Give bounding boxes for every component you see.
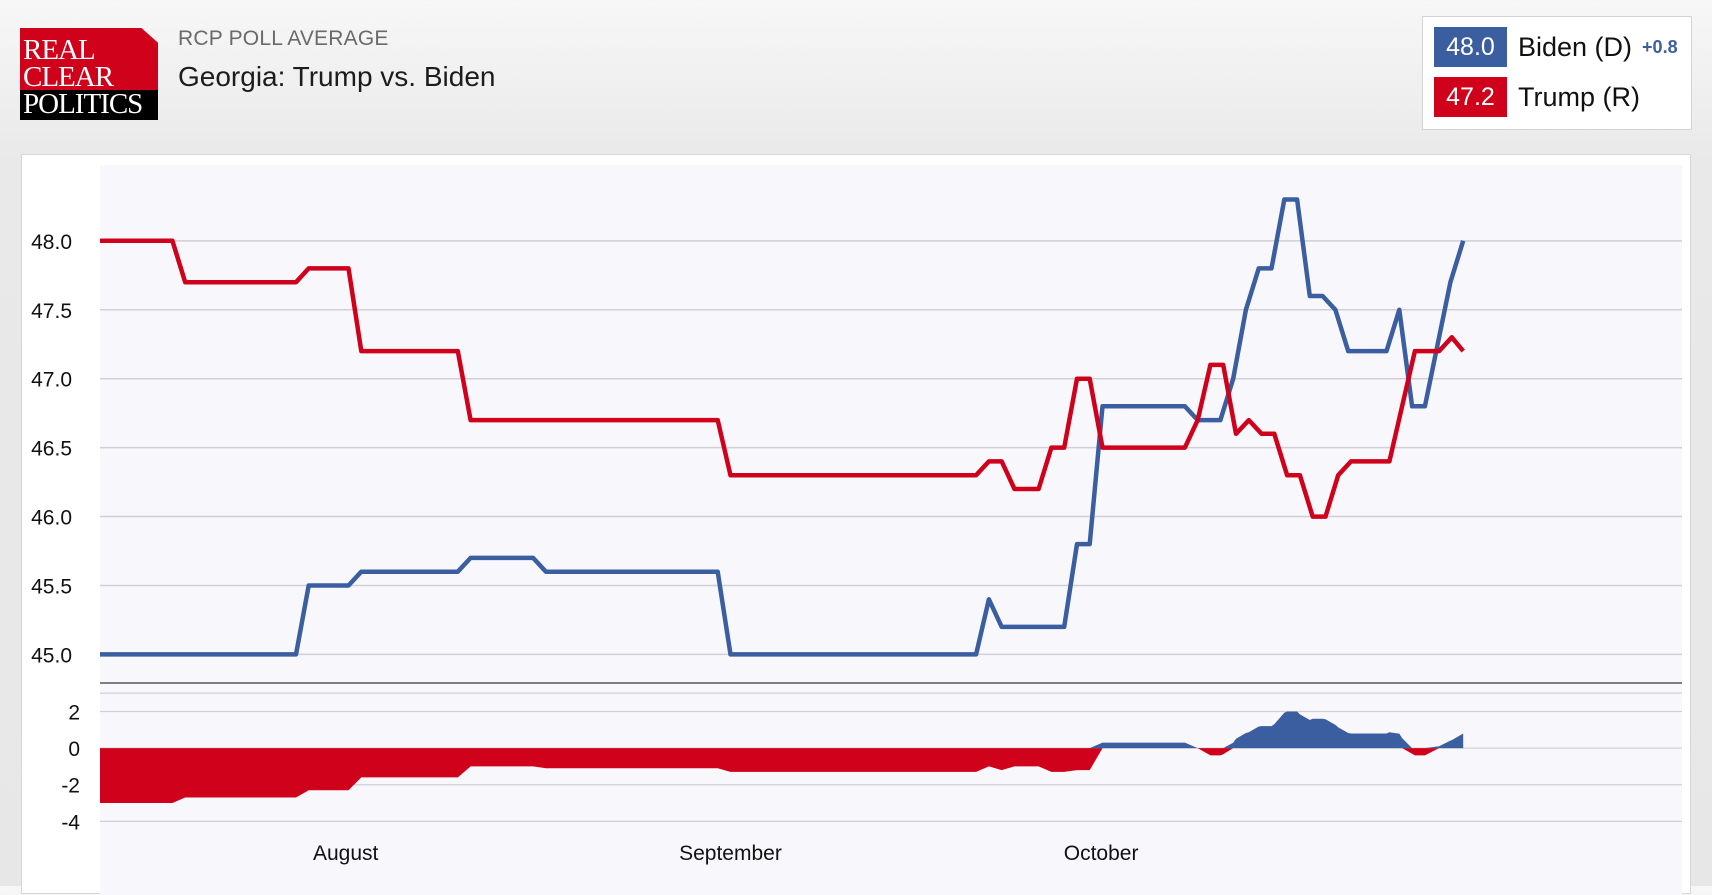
y-tick-label: 47.0 (31, 369, 72, 392)
chart-subtitle: RCP POLL AVERAGE (178, 27, 389, 50)
x-axis-area (100, 825, 1682, 895)
logo-line-2: CLEAR (23, 61, 114, 93)
main-plot-area (100, 165, 1682, 682)
legend-box: 48.0 Biden (D) +0.8 47.2 Trump (R) (1422, 16, 1692, 130)
y-tick-label: 46.0 (31, 507, 72, 530)
legend-name-biden: Biden (D) (1518, 31, 1633, 62)
spread-area-biden (100, 711, 1464, 749)
spread-tick-label: -2 (61, 775, 80, 798)
y-tick-label: 45.5 (31, 575, 72, 598)
chart-panel: 48.0 47.5 47.0 46.5 46.0 45.5 45.0 2 0 -2 -4 August… (21, 154, 1691, 895)
y-tick-label: 46.5 (31, 438, 72, 461)
chart-title: Georgia: Trump vs. Biden (178, 61, 496, 92)
spread-tick-label: -4 (61, 811, 80, 834)
x-tick-label: October (1064, 842, 1139, 865)
legend-item-trump: 47.2 Trump (R) (1434, 77, 1640, 117)
logo-line-3: POLITICS (20, 90, 158, 120)
legend-name-trump: Trump (R) (1518, 81, 1640, 112)
legend-value-biden: 48.0 (1434, 27, 1507, 67)
legend-item-biden: 48.0 Biden (D) +0.8 (1434, 27, 1678, 67)
x-tick-label: August (313, 842, 379, 865)
series-line-biden (100, 197, 1466, 657)
spread-tick-label: 2 (68, 701, 80, 724)
legend-value-trump: 47.2 (1434, 77, 1507, 117)
y-tick-label: 45.0 (31, 644, 72, 667)
y-tick-label: 48.0 (31, 231, 72, 254)
poll-chart: 48.0 47.5 47.0 46.5 46.0 45.5 45.0 2 0 -2 -4 August… (31, 165, 1682, 895)
y-tick-label: 47.5 (31, 300, 72, 323)
legend-change-biden: +0.8 (1642, 36, 1678, 57)
series-line-trump (100, 238, 1465, 519)
spread-tick-label: 0 (68, 738, 80, 761)
rcp-logo: REAL CLEAR POLITICS (20, 28, 158, 120)
logo-line-1: REAL (23, 34, 96, 66)
x-tick-label: September (679, 842, 782, 865)
spread-area-trump (100, 748, 1464, 804)
